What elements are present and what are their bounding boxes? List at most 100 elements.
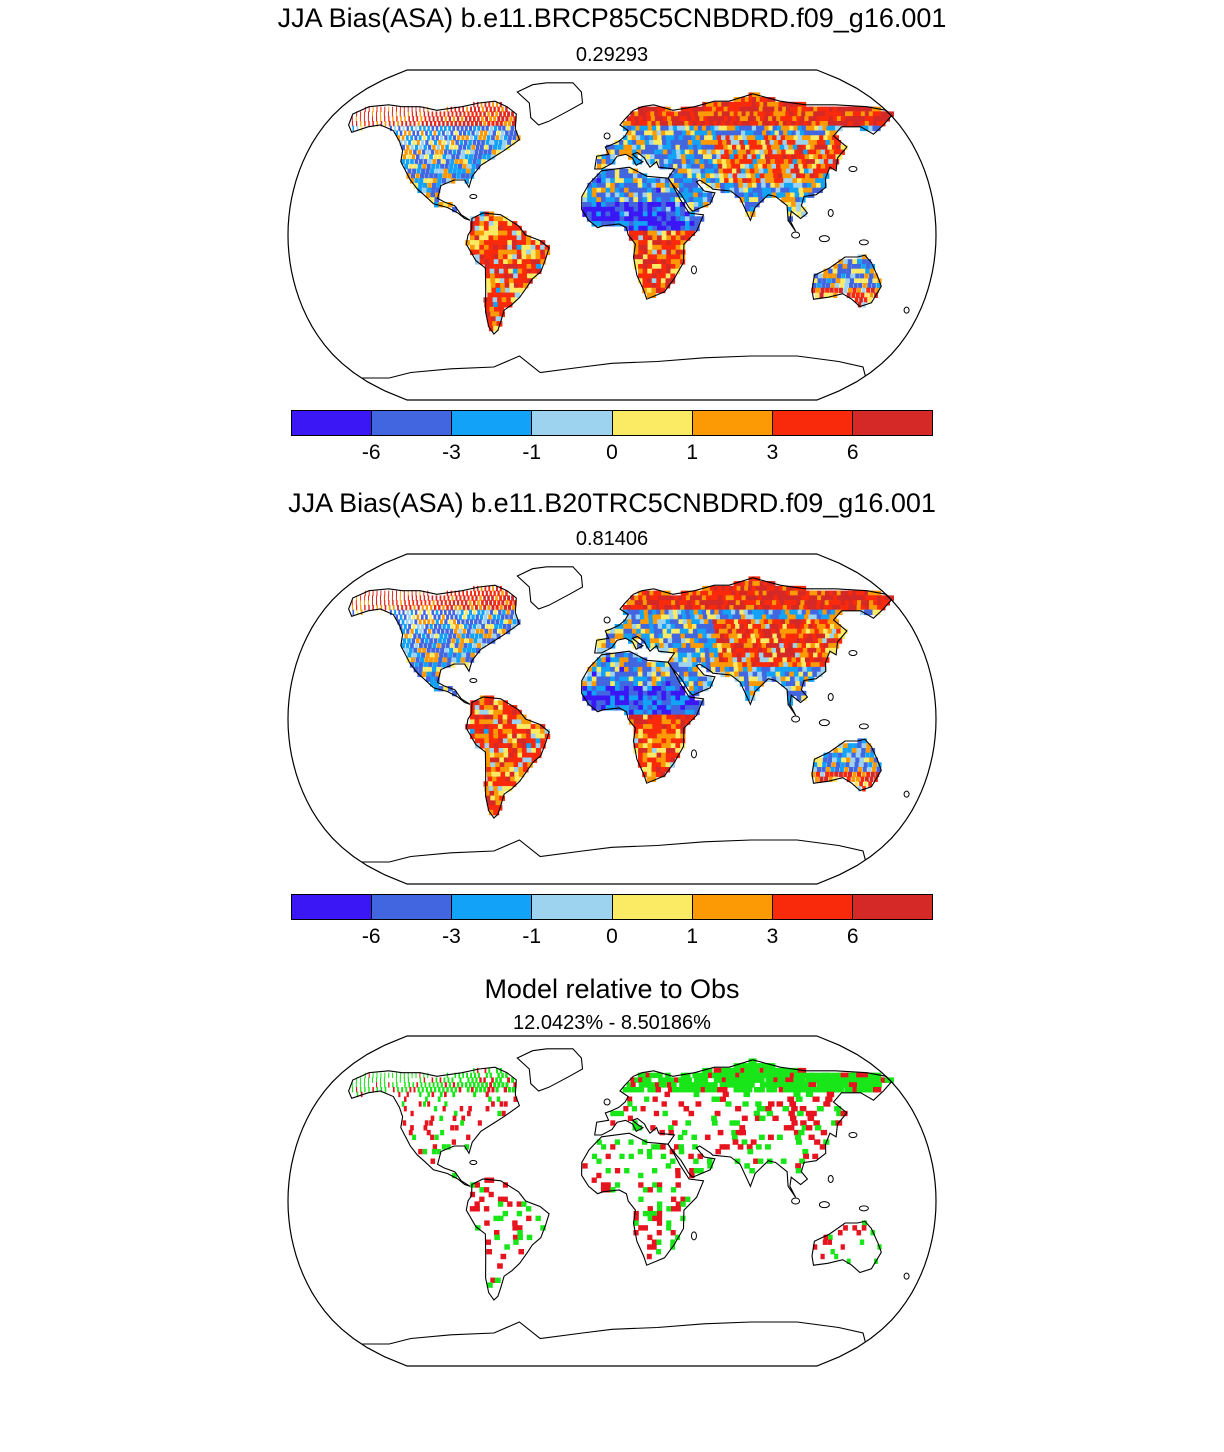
coastline-island [469, 194, 478, 199]
coastline-island [848, 1132, 858, 1138]
coastlines [348, 82, 910, 379]
colorbar-swatch [612, 895, 693, 919]
panel-1-title: JJA Bias(ASA) b.e11.BRCP85C5CNBDRD.f09_g… [277, 3, 947, 33]
coastline-island [827, 1175, 834, 1183]
panel-2-title: JJA Bias(ASA) b.e11.B20TRC5CNBDRD.f09_g1… [288, 488, 936, 518]
coastline-island [690, 749, 697, 759]
panel-1-map [287, 69, 937, 401]
field-cells [351, 92, 894, 332]
panel-3-subtitle: 12.0423% - 8.50186% [513, 1012, 711, 1034]
coastline-island [690, 1231, 697, 1241]
colorbar-tick-label: -3 [442, 441, 461, 464]
colorbar-tick-label: 0 [606, 441, 618, 464]
coastline-greenland [516, 566, 584, 610]
colorbar-swatch [292, 895, 373, 919]
coastline-island [827, 209, 834, 217]
coastline-island [791, 715, 801, 723]
colorbar-swatch [852, 411, 932, 435]
coastline-africa [581, 166, 705, 300]
coastline-africa [581, 1132, 705, 1266]
coastline-southAmerica [465, 212, 550, 335]
panel-3-title: Model relative to Obs [484, 974, 740, 1004]
coastline-greenland [516, 82, 584, 126]
colorbar-tick-label: 6 [846, 441, 859, 464]
colorbar-swatch [692, 411, 773, 435]
colorbar-tick-label: 0 [606, 925, 618, 948]
coastline-africa [581, 650, 705, 784]
colorbar-tick-label: 3 [766, 925, 779, 948]
colorbar-tick-label: -6 [361, 925, 381, 948]
coastline-antarctica [361, 839, 866, 863]
coastline-island [858, 1205, 869, 1212]
coastline-eurasia [594, 1059, 893, 1198]
coastline-antarctica [361, 355, 866, 379]
coastline-island [903, 306, 910, 314]
coastline-island [818, 719, 830, 727]
coastline-island [858, 723, 869, 730]
coastline-australia [811, 254, 882, 308]
coastline-island [603, 616, 611, 624]
panel-1-colorbar-labels: -6 -3 -1 0 1 3 6 [291, 440, 933, 466]
coastline-island [603, 1098, 611, 1106]
coastline-island [791, 231, 801, 239]
colorbar-swatch [292, 411, 373, 435]
colorbar-tick-label: 6 [846, 925, 859, 948]
colorbar-swatch [372, 411, 453, 435]
colorbar-swatch [452, 411, 533, 435]
coastline-southAmerica [465, 696, 550, 819]
coastline-eurasia [594, 93, 893, 232]
coastline-island [848, 166, 858, 172]
colorbar-swatch [772, 895, 853, 919]
panel-2-map [287, 553, 937, 885]
colorbar-tick-label: 1 [686, 925, 699, 948]
coastline-eurasia [594, 577, 893, 716]
panel-2-colorbar [291, 894, 933, 920]
coastline-island [469, 1160, 478, 1165]
coastline-island [818, 1201, 830, 1209]
coastline-greenland [516, 1048, 584, 1092]
coastline-island [848, 650, 858, 656]
colorbar-swatch [532, 895, 613, 919]
coastlines [348, 1048, 910, 1345]
coastline-australia [811, 738, 882, 792]
coastline-northAmerica [348, 584, 521, 705]
colorbar-tick-label: -3 [442, 925, 461, 948]
coastline-island [827, 693, 834, 701]
colorbar-swatch [772, 411, 853, 435]
colorbar-swatch [372, 895, 453, 919]
colorbar-swatch [852, 895, 932, 919]
map-outline [287, 1035, 937, 1367]
panel-1-colorbar [291, 410, 933, 436]
colorbar-tick-label: 1 [686, 441, 699, 464]
coastline-island [858, 239, 869, 246]
coastline-northAmerica [348, 1066, 521, 1187]
coastline-island [603, 132, 611, 140]
panel-1-subtitle: 0.29293 [575, 44, 649, 66]
coastline-island [903, 790, 910, 798]
colorbar-tick-label: -1 [522, 441, 542, 464]
colorbar-tick-label: 3 [766, 441, 779, 464]
coastline-island [903, 1272, 910, 1280]
panel-3-map [287, 1035, 937, 1367]
coastline-southAmerica [465, 1178, 550, 1301]
colorbar-tick-label: -1 [522, 925, 542, 948]
map-outline [287, 553, 937, 885]
colorbar-swatch [452, 895, 533, 919]
colorbar-swatch [612, 411, 693, 435]
coastline-island [690, 265, 697, 275]
coastline-antarctica [361, 1321, 866, 1345]
map-outline [287, 69, 937, 401]
panel-2-subtitle: 0.81406 [575, 528, 649, 550]
colorbar-swatch [532, 411, 613, 435]
coastlines [348, 566, 910, 863]
panel-2-colorbar-labels: -6 -3 -1 0 1 3 6 [291, 924, 933, 950]
coastline-island [469, 678, 478, 683]
field-cells [351, 576, 894, 816]
coastline-australia [811, 1220, 882, 1274]
colorbar-swatch [692, 895, 773, 919]
coastline-island [791, 1197, 801, 1205]
colorbar-tick-label: -6 [361, 441, 381, 464]
coastline-island [818, 235, 830, 243]
coastline-northAmerica [348, 100, 521, 221]
field-cells [351, 1058, 894, 1288]
